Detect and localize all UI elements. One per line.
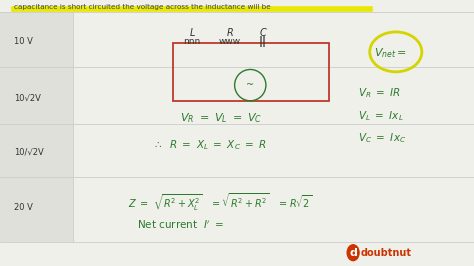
Text: $Z\ =\ \sqrt{R^2+X_L^2}\ \ \ =\sqrt{R^2+R^2}\ \ \ =R\sqrt{2}$: $Z\ =\ \sqrt{R^2+X_L^2}\ \ \ =\sqrt{R^2+…: [128, 192, 312, 213]
Bar: [0, 124, 73, 177]
Text: L: L: [189, 28, 195, 38]
Bar: [173, 43, 329, 101]
Ellipse shape: [346, 244, 360, 261]
Bar: [0, 177, 73, 242]
Text: $V_R\ =\ V_L\ =\ V_C$: $V_R\ =\ V_L\ =\ V_C$: [180, 111, 263, 125]
Text: 20 V: 20 V: [14, 203, 33, 212]
Text: 10 V: 10 V: [14, 37, 33, 46]
Text: www: www: [219, 37, 241, 46]
Text: R: R: [227, 28, 233, 38]
Bar: [0, 12, 73, 66]
Text: $V_{net}=$: $V_{net}=$: [374, 46, 408, 60]
Text: $V_C\ =\ Ix_C$: $V_C\ =\ Ix_C$: [358, 131, 406, 145]
Text: ||: ||: [259, 36, 267, 47]
Text: nnn: nnn: [183, 37, 201, 46]
Text: 10/√2V: 10/√2V: [14, 147, 44, 156]
Text: ~: ~: [246, 80, 255, 90]
Text: d: d: [349, 248, 357, 258]
Bar: [0, 66, 73, 124]
Text: capacitance is short circuited the voltage across the inductance will be: capacitance is short circuited the volta…: [14, 4, 271, 10]
Text: C: C: [260, 28, 266, 38]
Text: 10√2V: 10√2V: [14, 94, 41, 103]
Text: doubtnut: doubtnut: [360, 248, 411, 258]
Text: $V_R\ =\ IR$: $V_R\ =\ IR$: [358, 86, 401, 100]
Text: $V_L\ =\ Ix_L$: $V_L\ =\ Ix_L$: [358, 109, 403, 123]
Text: $\therefore\ \ R\ =\ X_L\ =\ X_C\ =\ R$: $\therefore\ \ R\ =\ X_L\ =\ X_C\ =\ R$: [152, 138, 267, 152]
Text: $\mathrm{Net\ current}\ \ I'\ =$: $\mathrm{Net\ current}\ \ I'\ =$: [137, 219, 225, 231]
